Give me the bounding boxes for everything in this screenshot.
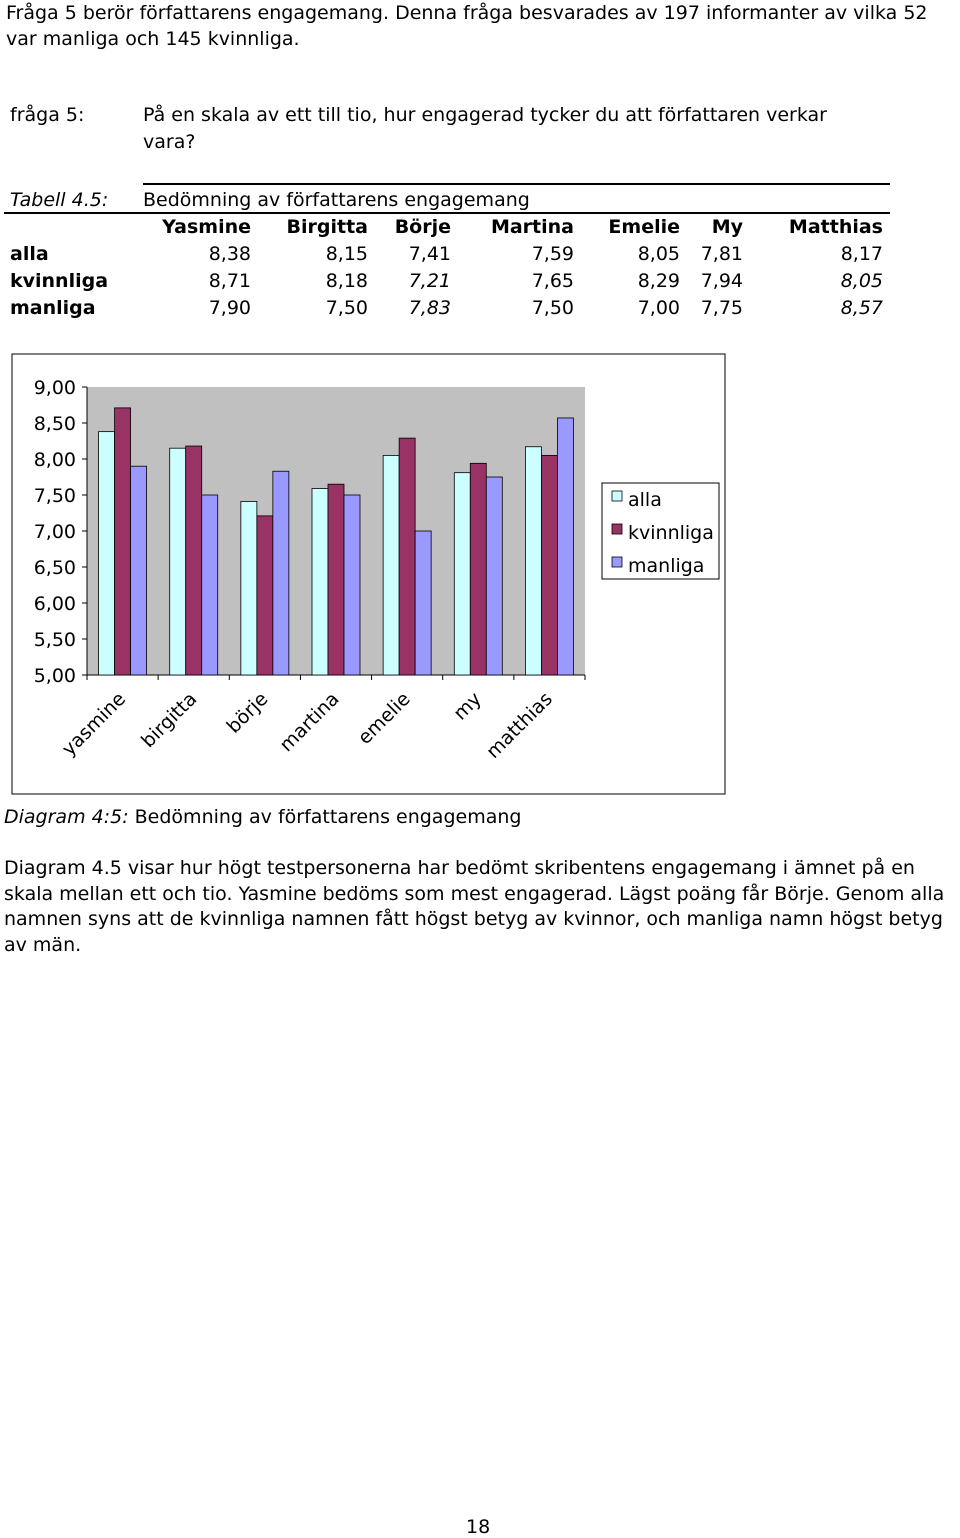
table-cell: 7,59 (531, 243, 574, 265)
table-cell: 7,00 (637, 297, 680, 319)
bar-manliga-martina (343, 494, 361, 676)
y-tick-label: 6,00 (34, 593, 76, 615)
bar-kvinnliga-börje (256, 515, 274, 676)
y-tick-label: 6,50 (34, 557, 76, 579)
table-header-row: Yasmine Birgitta Börje Martina Emelie My… (4, 214, 889, 241)
table-cell: 8,17 (840, 243, 883, 265)
table-row: kvinnliga 8,71 8,18 7,21 7,65 8,29 7,94 8,05 (4, 268, 889, 295)
table-row: alla 8,38 8,15 7,41 7,59 8,05 7,81 8,17 (4, 241, 889, 268)
page-number: 18 (466, 1516, 491, 1538)
table-title: Bedömning av författarens engagemang (143, 189, 530, 211)
table-header-rule (4, 212, 890, 214)
body-paragraph: Diagram 4.5 visar hur högt testpersonern… (4, 857, 945, 956)
legend-label: alla (628, 489, 662, 511)
table-cell: 7,50 (325, 297, 368, 319)
table-label: Tabell 4.5: (10, 189, 109, 211)
bar-manliga-emelie (414, 530, 432, 676)
bar-alla-matthias (525, 446, 542, 676)
table-cell: 7,41 (408, 243, 451, 265)
bar-alla-emelie (382, 455, 400, 676)
column-header: Birgitta (286, 216, 368, 238)
bar-manliga-my (485, 476, 503, 676)
legend-swatch-manliga (611, 556, 623, 568)
table-cell: 8,38 (208, 243, 251, 265)
legend-swatch-alla (611, 490, 623, 502)
bar-alla-my (453, 472, 471, 676)
bar-alla-martina (311, 488, 329, 676)
column-header: Yasmine (162, 216, 251, 238)
bar-manliga-börje (272, 470, 290, 676)
caption-text: Bedömning av författarens engagemang (128, 806, 522, 828)
table-cell: 7,81 (700, 243, 743, 265)
table-cell: 7,75 (700, 297, 743, 319)
legend-swatch-kvinnliga (611, 523, 623, 535)
column-header: Matthias (788, 216, 883, 238)
row-label: alla (10, 243, 49, 265)
bar-manliga-matthias (557, 417, 574, 676)
column-header: My (711, 216, 743, 238)
bar-alla-birgitta (169, 447, 187, 676)
table-top-rule (143, 183, 890, 185)
table-cell: 8,71 (208, 270, 251, 292)
diagram-caption: Diagram 4:5: Bedömning av författarens e… (4, 804, 521, 831)
table-cell: 8,05 (840, 270, 883, 292)
table-cell: 8,18 (325, 270, 368, 292)
bar-kvinnliga-birgitta (185, 445, 203, 676)
column-header: Börje (394, 216, 451, 238)
caption-prefix: Diagram 4:5: (4, 806, 129, 828)
column-header: Emelie (608, 216, 680, 238)
bar-manliga-birgitta (201, 494, 219, 676)
table-cell: 7,65 (531, 270, 574, 292)
table-cell: 8,57 (840, 297, 883, 319)
y-tick-label: 8,50 (34, 413, 76, 435)
y-tick-label: 7,50 (34, 485, 76, 507)
intro-paragraph: Fråga 5 berör författarens engagemang. D… (6, 2, 928, 50)
y-tick-label: 8,00 (34, 449, 76, 471)
table-cell: 7,90 (208, 297, 251, 319)
y-tick-label: 5,50 (34, 629, 76, 651)
bar-kvinnliga-martina (327, 483, 345, 676)
legend-label: manliga (628, 555, 704, 577)
row-label: kvinnliga (10, 270, 109, 292)
table-row: manliga 7,90 7,50 7,83 7,50 7,00 7,75 8,57 (4, 295, 889, 322)
row-label: manliga (10, 297, 96, 319)
y-tick-label: 5,00 (34, 665, 76, 687)
bar-alla-börje (240, 501, 258, 676)
question-text: På en skala av ett till tio, hur engager… (143, 104, 827, 153)
question-label: fråga 5: (10, 104, 85, 126)
bar-chart: 9,008,508,007,507,006,506,005,505,00yasm… (11, 353, 726, 795)
y-tick-label: 7,00 (34, 521, 76, 543)
bar-manliga-yasmine (130, 465, 147, 676)
table-cell: 7,50 (531, 297, 574, 319)
legend-label: kvinnliga (628, 522, 714, 544)
table-cell: 7,94 (700, 270, 743, 292)
table-cell: 7,83 (408, 297, 451, 319)
bar-kvinnliga-yasmine (114, 407, 131, 676)
bar-kvinnliga-emelie (398, 437, 416, 676)
y-tick-label: 9,00 (34, 377, 76, 399)
table-cell: 8,29 (637, 270, 680, 292)
column-header: Martina (490, 216, 574, 238)
stats-table: Yasmine Birgitta Börje Martina Emelie My… (4, 214, 889, 322)
bar-kvinnliga-matthias (541, 455, 558, 676)
table-cell: 8,05 (637, 243, 680, 265)
bar-alla-yasmine (98, 431, 115, 676)
table-cell: 7,21 (408, 270, 451, 292)
bar-kvinnliga-my (469, 462, 487, 676)
table-cell: 8,15 (325, 243, 368, 265)
